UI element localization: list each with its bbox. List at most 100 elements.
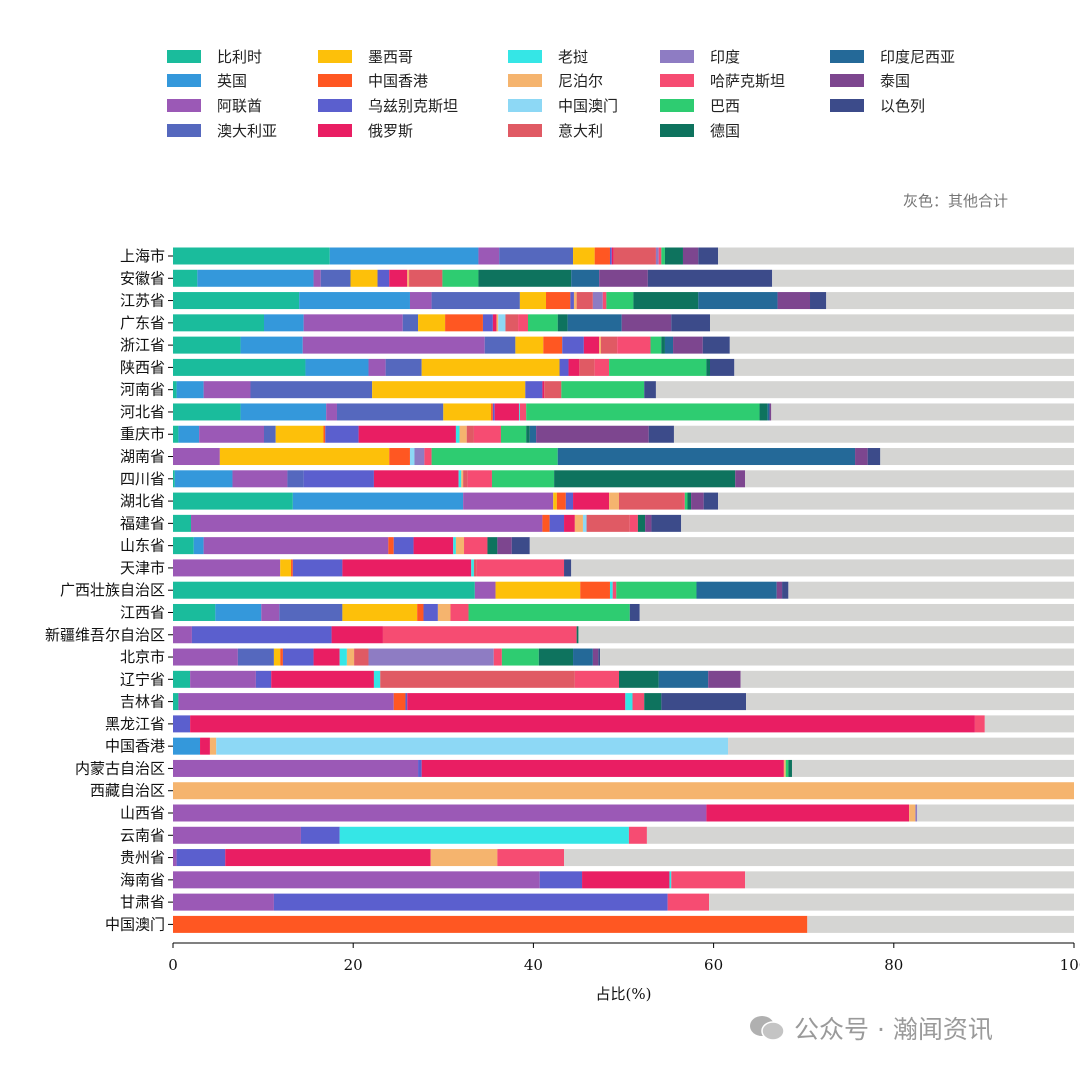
bar-segment <box>628 826 647 844</box>
bar-segment <box>613 247 656 265</box>
bar-segment <box>173 425 179 443</box>
bar-segment <box>173 448 220 466</box>
bar-segment <box>582 871 670 889</box>
bar-segment <box>671 871 746 889</box>
bar-segment <box>497 537 512 555</box>
bar-segment <box>609 581 613 599</box>
bar-segment <box>372 381 526 399</box>
bar-segment <box>173 403 241 421</box>
y-tick-label: 黑龙江省 <box>105 715 165 733</box>
bar-segment <box>500 425 527 443</box>
bar-segment-other <box>746 693 1074 711</box>
bar-segment-other <box>745 470 1074 488</box>
bar-segment <box>329 247 479 265</box>
bar-segment <box>698 247 719 265</box>
bar-segment <box>571 269 600 287</box>
bar-segment <box>173 269 198 287</box>
bar-segment <box>783 759 786 777</box>
bar-segment <box>644 693 662 711</box>
bar-segment <box>287 470 304 488</box>
bar-segment <box>313 648 340 666</box>
bar-segment <box>505 314 519 332</box>
bar-segment <box>339 826 629 844</box>
bar-segment <box>682 247 699 265</box>
legend-item: 阿联酋 <box>167 95 262 116</box>
bar-segment <box>197 269 314 287</box>
bar-segment <box>810 292 827 310</box>
bar-segment <box>443 403 492 421</box>
bar-segment <box>515 336 544 354</box>
bar-segment <box>647 269 773 287</box>
bar-segment <box>173 826 301 844</box>
bar-segment <box>173 381 177 399</box>
bar-segment <box>385 358 422 376</box>
legend-label: 中国香港 <box>368 72 429 90</box>
bar-segment <box>625 693 633 711</box>
bar-segment <box>463 492 554 510</box>
bar-segment <box>664 247 683 265</box>
bar-segment <box>467 470 492 488</box>
y-tick-label: 云南省 <box>120 826 165 844</box>
bar-segment <box>644 381 656 399</box>
bar-segment <box>326 403 337 421</box>
bar-segment <box>173 559 281 577</box>
y-tick-label: 贵州省 <box>120 849 165 867</box>
bar-segment <box>178 693 394 711</box>
bar-segment <box>466 425 474 443</box>
bar-segment <box>173 871 540 889</box>
bar-segment <box>709 358 735 376</box>
bar-segment <box>431 292 520 310</box>
y-tick-label: 新疆维吾尔自治区 <box>45 626 165 644</box>
bar-segment <box>203 537 389 555</box>
bar-segment <box>299 292 410 310</box>
bar-segment-other <box>564 849 1074 867</box>
bar-segment <box>573 648 593 666</box>
y-tick-label: 海南省 <box>120 871 165 889</box>
bar-segment <box>261 603 280 621</box>
bar-segment <box>393 537 414 555</box>
legend-swatch <box>318 124 352 137</box>
bar-segment <box>191 626 332 644</box>
y-tick-label: 河北省 <box>120 403 165 421</box>
bar-segment <box>342 559 472 577</box>
legend-swatch <box>167 74 201 87</box>
legend-item: 哈萨克斯坦 <box>660 70 785 91</box>
bar-segment-other <box>681 514 1074 532</box>
bar-segment <box>445 314 483 332</box>
bar-segment <box>190 670 256 688</box>
bar-segment <box>561 381 645 399</box>
y-tick-label: 安徽省 <box>120 269 165 287</box>
bar-segment <box>292 492 464 510</box>
bar-segment <box>203 381 251 399</box>
bar-segment <box>176 381 204 399</box>
bar-segment <box>178 425 200 443</box>
bar-segment <box>598 648 601 666</box>
bar-segment <box>302 336 485 354</box>
bar-segment <box>219 448 390 466</box>
bar-segment <box>476 559 565 577</box>
bar-segment <box>455 537 465 555</box>
legend-swatch <box>660 74 694 87</box>
bar-segment <box>303 314 403 332</box>
bar-segment <box>275 425 324 443</box>
bar-segment <box>442 269 479 287</box>
legend-label: 泰国 <box>880 72 911 90</box>
bar-segment <box>354 648 369 666</box>
bar-segment <box>173 670 191 688</box>
bar-segment-other <box>984 715 1074 733</box>
bar-segment <box>492 403 495 421</box>
bar-segment <box>544 381 562 399</box>
watermark-text: 公众号 · 瀚闻资讯 <box>794 1015 993 1044</box>
bar-segment <box>190 715 975 733</box>
bar-segment <box>459 425 467 443</box>
legend-swatch <box>508 99 542 112</box>
bar-segment-other <box>807 915 1074 933</box>
bar-segment <box>574 514 583 532</box>
bar-segment <box>380 670 575 688</box>
bar-segment <box>497 849 565 867</box>
bar-segment <box>430 849 498 867</box>
bar-segment <box>671 314 710 332</box>
bar-segment <box>173 247 330 265</box>
bar-segment <box>518 403 520 421</box>
legend-swatch <box>830 74 864 87</box>
